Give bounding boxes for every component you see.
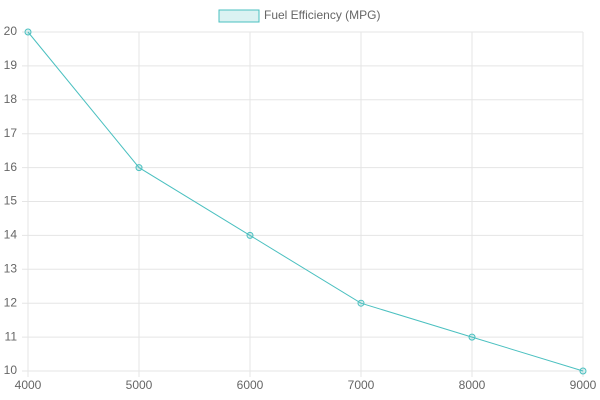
y-tick-label: 12: [4, 295, 18, 309]
y-tick-label: 11: [5, 329, 18, 343]
y-tick-label: 14: [4, 228, 18, 242]
x-tick-label: 9000: [570, 378, 597, 392]
y-tick-label: 13: [4, 261, 18, 275]
data-point: [135, 164, 143, 172]
data-point: [357, 299, 365, 307]
y-tick-label: 16: [4, 160, 18, 174]
x-tick-label: 7000: [348, 378, 375, 392]
data-point: [468, 333, 476, 341]
legend-label: Fuel Efficiency (MPG): [264, 8, 380, 22]
data-point: [246, 231, 254, 239]
data-line: [27, 31, 584, 372]
x-tick-label: 4000: [15, 378, 42, 392]
data-point: [579, 367, 587, 375]
y-tick-label: 10: [4, 363, 18, 377]
legend-swatch: [218, 9, 260, 23]
x-tick-label: 5000: [126, 378, 153, 392]
y-tick-label: 17: [4, 126, 18, 140]
y-tick-label: 20: [4, 24, 18, 38]
data-point: [24, 28, 32, 36]
x-tick-label: 6000: [237, 378, 264, 392]
y-tick-label: 19: [4, 58, 18, 72]
x-tick-label: 8000: [459, 378, 486, 392]
y-tick-label: 18: [4, 92, 18, 106]
y-tick-label: 15: [4, 194, 18, 208]
